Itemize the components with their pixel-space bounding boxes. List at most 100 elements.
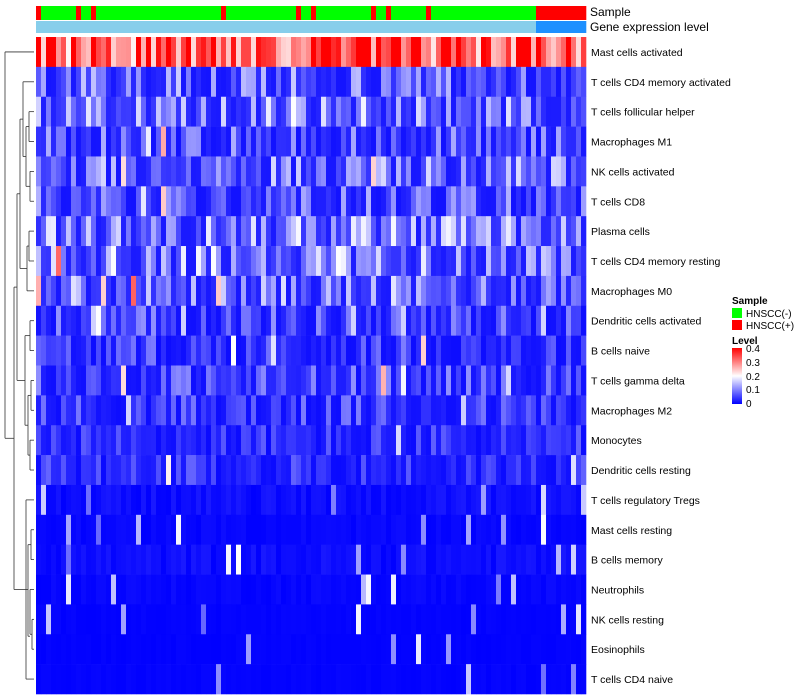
heatmap-cell — [536, 216, 542, 247]
heatmap-cell — [36, 634, 42, 665]
heatmap-cell — [56, 514, 62, 545]
heatmap-cell — [226, 634, 232, 665]
heatmap-cell — [241, 604, 247, 635]
heatmap-cell — [386, 425, 392, 456]
heatmap-cell — [76, 216, 82, 247]
sample-track-cell — [251, 6, 257, 20]
heatmap-cell — [51, 335, 57, 366]
heatmap-cell — [356, 216, 362, 247]
sample-track-cell — [266, 6, 272, 20]
heatmap-cell — [366, 574, 372, 605]
heatmap-cell — [116, 216, 122, 247]
heatmap-cell — [191, 365, 197, 396]
heatmap-cell — [271, 395, 277, 426]
heatmap-cell — [516, 275, 522, 307]
heatmap-cell — [396, 66, 402, 98]
heatmap-cell — [366, 66, 372, 98]
heatmap-cell — [341, 66, 347, 98]
heatmap-cell — [366, 126, 372, 157]
heatmap-cell — [281, 96, 287, 127]
heatmap-cell — [396, 664, 402, 695]
heatmap-cell — [346, 66, 352, 98]
heatmap-cell — [291, 246, 297, 277]
heatmap-cell — [311, 126, 317, 157]
heatmap-cell — [256, 425, 262, 456]
heatmap-cell — [136, 604, 142, 635]
heatmap-cell — [551, 275, 557, 307]
heatmap-cell — [381, 395, 387, 426]
heatmap-cell — [411, 96, 417, 127]
heatmap-cell — [186, 604, 192, 635]
heatmap-cell — [301, 634, 307, 665]
heatmap-cell — [526, 126, 532, 157]
heatmap-cell — [361, 246, 367, 277]
heatmap-cell — [441, 275, 447, 307]
heatmap-cell — [431, 126, 437, 157]
heatmap-cell — [61, 455, 67, 486]
heatmap-cell — [46, 96, 52, 127]
row-label: T cells gamma delta — [591, 375, 685, 387]
expression-track-cell — [421, 21, 427, 33]
sample-track-cell — [531, 6, 537, 20]
heatmap-cell — [76, 96, 82, 127]
expression-track-cell — [496, 21, 502, 33]
heatmap-cell — [176, 574, 182, 605]
heatmap-cell — [96, 634, 102, 665]
heatmap-cell — [341, 455, 347, 486]
heatmap-cell — [456, 66, 462, 98]
heatmap-cell — [361, 305, 367, 336]
heatmap-cell — [301, 37, 307, 68]
heatmap-cell — [396, 634, 402, 665]
heatmap-cell — [256, 66, 262, 98]
sample-track-cell — [76, 6, 82, 20]
heatmap-cell — [291, 634, 297, 665]
heatmap-cell — [566, 544, 572, 575]
expression-track-cell — [386, 21, 392, 33]
heatmap-cell — [471, 544, 477, 575]
heatmap-cell — [66, 664, 72, 695]
heatmap-cell — [151, 365, 157, 396]
heatmap-cell — [526, 156, 532, 187]
sample-track-cell — [291, 6, 297, 20]
heatmap-cell — [366, 425, 372, 456]
heatmap-cell — [521, 305, 527, 336]
heatmap-cell — [401, 66, 407, 98]
heatmap-cell — [546, 544, 552, 575]
heatmap-cell — [336, 425, 342, 456]
heatmap-cell — [46, 634, 52, 665]
heatmap-cell — [221, 96, 227, 127]
heatmap-cell — [96, 186, 102, 217]
expression-track-cell — [61, 21, 67, 33]
heatmap-cell — [41, 66, 47, 98]
heatmap-cell — [76, 246, 82, 277]
sample-track-cell — [486, 6, 492, 20]
heatmap-cell — [486, 574, 492, 605]
heatmap-cell — [326, 604, 332, 635]
heatmap-cell — [356, 186, 362, 217]
heatmap-cell — [301, 544, 307, 575]
heatmap-cell — [296, 455, 302, 486]
heatmap-cell — [231, 604, 237, 635]
heatmap-cell — [151, 455, 157, 486]
heatmap-cell — [101, 574, 107, 605]
heatmap-cell — [56, 37, 62, 68]
heatmap-cell — [526, 455, 532, 486]
heatmap-cell — [266, 664, 272, 695]
sample-track-cell — [116, 6, 122, 20]
heatmap-cell — [536, 604, 542, 635]
heatmap-cell — [96, 574, 102, 605]
heatmap-cell — [561, 305, 567, 336]
heatmap-cell — [341, 156, 347, 187]
expression-track-cell — [316, 21, 322, 33]
heatmap-cell — [491, 186, 497, 217]
heatmap-cell — [581, 156, 587, 187]
heatmap-cell — [426, 37, 432, 68]
heatmap-cell — [211, 305, 217, 336]
heatmap-cell — [36, 365, 42, 396]
legend-swatch-hnscc-negative — [732, 308, 742, 318]
heatmap-cell — [361, 126, 367, 157]
heatmap-cell — [306, 664, 312, 695]
heatmap-cell — [236, 66, 242, 98]
heatmap-cell — [581, 514, 587, 545]
